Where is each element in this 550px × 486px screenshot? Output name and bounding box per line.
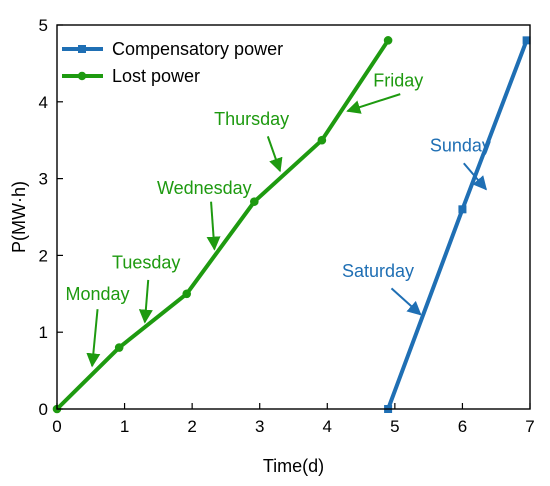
data-point-lost [383, 36, 393, 45]
annotation-arrow-thursday [266, 136, 283, 173]
y-tick-label: 1 [39, 323, 48, 342]
annotation-label-saturday: Saturday [342, 261, 414, 281]
legend-item-compensatory: Compensatory power [62, 39, 283, 59]
annotation-label-thursday: Thursday [214, 109, 289, 129]
y-axis-label: P(MW·h) [9, 181, 29, 253]
annotation-label-monday: Monday [66, 284, 130, 304]
x-tick-label: 3 [255, 417, 264, 436]
plot-area [57, 25, 530, 409]
annotation-label-sunday: Sunday [430, 136, 491, 156]
x-tick-label: 0 [52, 417, 61, 436]
annotation-layer: Monday Tuesday Wednesday Thursday Friday Sund… [66, 70, 491, 368]
data-point-compensatory [458, 205, 467, 214]
x-axis-label: Time(d) [263, 456, 324, 476]
x-tick-label: 5 [390, 417, 399, 436]
annotation-arrow-monday [86, 309, 101, 368]
annotation-arrow-friday [346, 93, 401, 114]
data-point-lost [182, 289, 192, 299]
annotation-label-wednesday: Wednesday [157, 178, 252, 198]
y-tick-label: 5 [39, 16, 48, 35]
y-tick-label: 0 [39, 400, 48, 419]
legend-marker-lost [77, 71, 87, 81]
x-tick-label: 1 [120, 417, 129, 436]
legend-label-compensatory: Compensatory power [112, 39, 283, 59]
x-tick-label: 6 [458, 417, 467, 436]
annotation-arrow-wednesday [206, 201, 221, 251]
tick-layer: 0 1 2 3 4 5 6 7 0 1 2 3 4 5 [39, 16, 535, 436]
data-point-lost [114, 343, 124, 352]
annotation-arrow-saturday [390, 287, 422, 316]
x-tick-label: 4 [323, 417, 332, 436]
data-point-compensatory [522, 36, 531, 45]
x-tick-label: 2 [187, 417, 196, 436]
x-tick-label: 7 [525, 417, 534, 436]
legend: Compensatory power Lost power [62, 39, 283, 86]
annotation-label-tuesday: Tuesday [112, 252, 180, 272]
annotation-arrow-sunday [463, 162, 487, 191]
data-point-lost [250, 197, 259, 206]
y-tick-label: 2 [39, 246, 48, 265]
y-tick-label: 4 [39, 93, 48, 112]
legend-marker-compensatory [78, 45, 86, 53]
data-point-lost [317, 135, 327, 145]
annotation-label-friday: Friday [373, 70, 423, 90]
legend-item-lost: Lost power [62, 66, 200, 86]
y-tick-label: 3 [39, 170, 48, 189]
plot-frame [56, 24, 531, 410]
legend-label-lost: Lost power [112, 66, 200, 86]
annotation-arrow-tuesday [138, 279, 153, 324]
